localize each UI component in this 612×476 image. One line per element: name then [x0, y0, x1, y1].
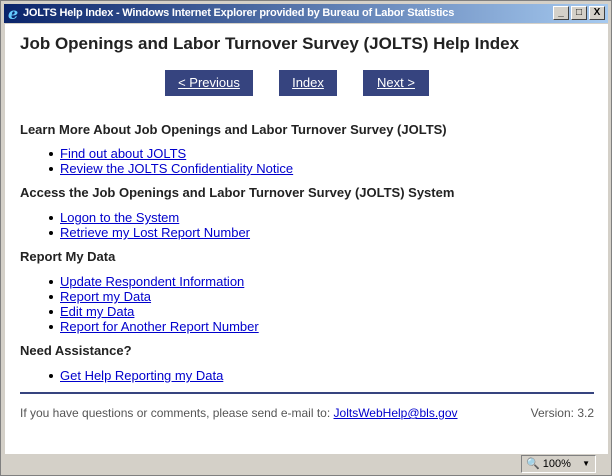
list-item: Retrieve my Lost Report Number	[46, 225, 250, 240]
divider	[20, 392, 594, 394]
email-link[interactable]: JoltsWebHelp@bls.gov	[333, 406, 458, 420]
close-button[interactable]: X	[589, 6, 605, 20]
section-heading: Access the Job Openings and Labor Turnov…	[20, 185, 455, 200]
page-content: Job Openings and Labor Turnover Survey (…	[5, 24, 608, 454]
index-button[interactable]: Index	[279, 70, 337, 96]
link-another-report[interactable]: Report for Another Report Number	[60, 319, 259, 334]
chevron-down-icon: ▼	[582, 459, 590, 468]
link-edit-data[interactable]: Edit my Data	[60, 304, 135, 319]
title-bar: e JOLTS Help Index - Windows Internet Ex…	[4, 4, 608, 23]
section-links: Update Respondent Information Report my …	[46, 274, 259, 334]
version-label: Version: 3.2	[530, 406, 594, 420]
ie-logo-icon: e	[8, 4, 19, 23]
previous-button[interactable]: < Previous	[165, 70, 253, 96]
zoom-level: 100%	[542, 458, 571, 470]
list-item: Find out about JOLTS	[46, 146, 293, 161]
section-heading: Report My Data	[20, 249, 116, 264]
list-item: Review the JOLTS Confidentiality Notice	[46, 161, 293, 176]
footer-contact: If you have questions or comments, pleas…	[20, 406, 458, 420]
page-title: Job Openings and Labor Turnover Survey (…	[20, 34, 520, 53]
next-button[interactable]: Next >	[363, 70, 429, 96]
link-get-help[interactable]: Get Help Reporting my Data	[60, 368, 224, 383]
list-item: Update Respondent Information	[46, 274, 259, 289]
section-links: Get Help Reporting my Data	[46, 368, 223, 383]
link-find-out-about-jolts[interactable]: Find out about JOLTS	[60, 146, 187, 161]
footer-text: If you have questions or comments, pleas…	[20, 406, 331, 420]
window-title: JOLTS Help Index - Windows Internet Expl…	[23, 7, 455, 19]
zoom-control[interactable]: 🔍 100% ▼	[521, 455, 596, 473]
link-retrieve-report-number[interactable]: Retrieve my Lost Report Number	[60, 225, 251, 240]
list-item: Report my Data	[46, 289, 259, 304]
list-item: Logon to the System	[46, 210, 250, 225]
link-update-respondent[interactable]: Update Respondent Information	[60, 274, 245, 289]
link-report-data[interactable]: Report my Data	[60, 289, 152, 304]
section-links: Find out about JOLTS Review the JOLTS Co…	[46, 146, 293, 176]
section-heading: Learn More About Job Openings and Labor …	[20, 122, 447, 137]
link-confidentiality-notice[interactable]: Review the JOLTS Confidentiality Notice	[60, 161, 294, 176]
zoom-icon: 🔍	[526, 458, 540, 470]
list-item: Report for Another Report Number	[46, 319, 259, 334]
nav-buttons: < Previous Index Next >	[5, 70, 608, 96]
maximize-button[interactable]: □	[571, 6, 587, 20]
minimize-button[interactable]: _	[553, 6, 569, 20]
section-heading: Need Assistance?	[20, 343, 132, 358]
list-item: Get Help Reporting my Data	[46, 368, 223, 383]
status-bar: 🔍 100% ▼	[5, 454, 608, 474]
section-links: Logon to the System Retrieve my Lost Rep…	[46, 210, 250, 240]
link-logon[interactable]: Logon to the System	[60, 210, 180, 225]
list-item: Edit my Data	[46, 304, 259, 319]
